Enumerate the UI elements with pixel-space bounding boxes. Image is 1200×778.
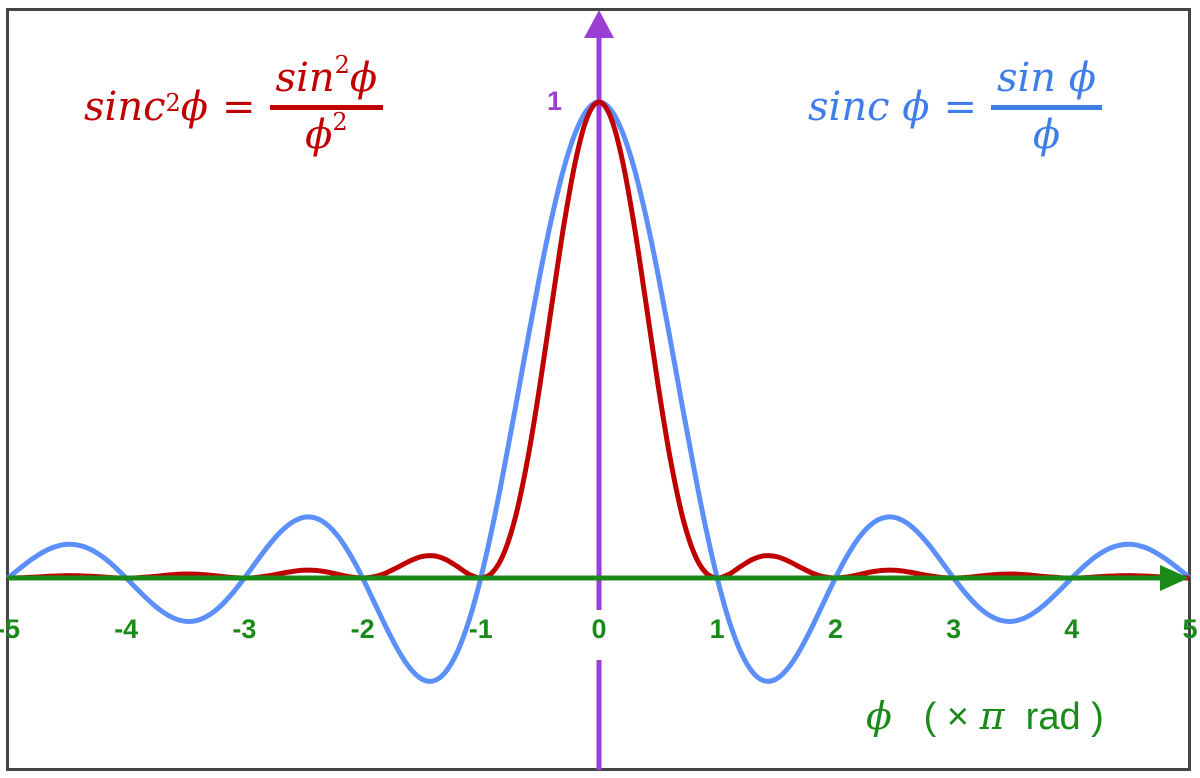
equals-sign: =	[222, 83, 256, 130]
x-tick-label: -3	[232, 614, 256, 644]
sinc-formula: sinc ϕ = sin ϕ ϕ	[808, 55, 1103, 158]
x-tick-label: -4	[114, 614, 138, 644]
x-axis-unit: rad )	[1025, 696, 1104, 738]
denominator: ϕ	[1032, 112, 1061, 158]
x-tick-label: 2	[828, 614, 843, 644]
x-tick-label: -1	[469, 614, 493, 644]
formula-text: sinc ϕ	[808, 83, 930, 130]
formula-variable: ϕ	[305, 112, 333, 158]
series-sinc-squared-line	[7, 99, 1191, 581]
fraction-bar	[269, 105, 384, 110]
x-axis-label: ϕ ( × π rad )	[866, 694, 1104, 739]
formula-variable: ϕ	[180, 83, 209, 130]
x-axis-arrow-icon	[1160, 565, 1189, 591]
fraction: sin2ϕ ϕ2	[269, 51, 384, 158]
numerator: sin2ϕ	[270, 51, 384, 105]
formula-superscript: 2	[165, 88, 181, 117]
x-tick-label: 0	[591, 614, 606, 644]
x-axis-symbol: ϕ	[866, 694, 892, 738]
x-tick-label: 5	[1182, 614, 1197, 644]
fraction: sin ϕ ϕ	[990, 55, 1103, 158]
y-tick-label-1: 1	[547, 86, 562, 116]
formula-variable: ϕ	[349, 55, 378, 101]
x-axis-pi: π	[979, 694, 1005, 738]
numerator: sin ϕ	[996, 55, 1097, 101]
x-tick-label: 1	[710, 614, 725, 644]
formula-superscript: 2	[332, 108, 348, 136]
x-axis-unit-open: ( ×	[923, 696, 969, 738]
denominator: ϕ2	[305, 108, 348, 158]
sinc-squared-formula: sinc 2 ϕ = sin2ϕ ϕ2	[84, 51, 384, 158]
fraction-bar	[990, 105, 1103, 110]
equals-sign: =	[943, 83, 977, 130]
formula-superscript: 2	[334, 51, 350, 79]
x-tick-label: 3	[946, 614, 961, 644]
y-axis-arrow-icon	[584, 10, 614, 38]
formula-text: sin	[275, 55, 335, 101]
x-tick-label: 4	[1064, 614, 1079, 644]
x-tick-label: -2	[351, 614, 375, 644]
formula-text: sinc	[84, 83, 166, 130]
x-tick-label: -5	[0, 614, 20, 644]
